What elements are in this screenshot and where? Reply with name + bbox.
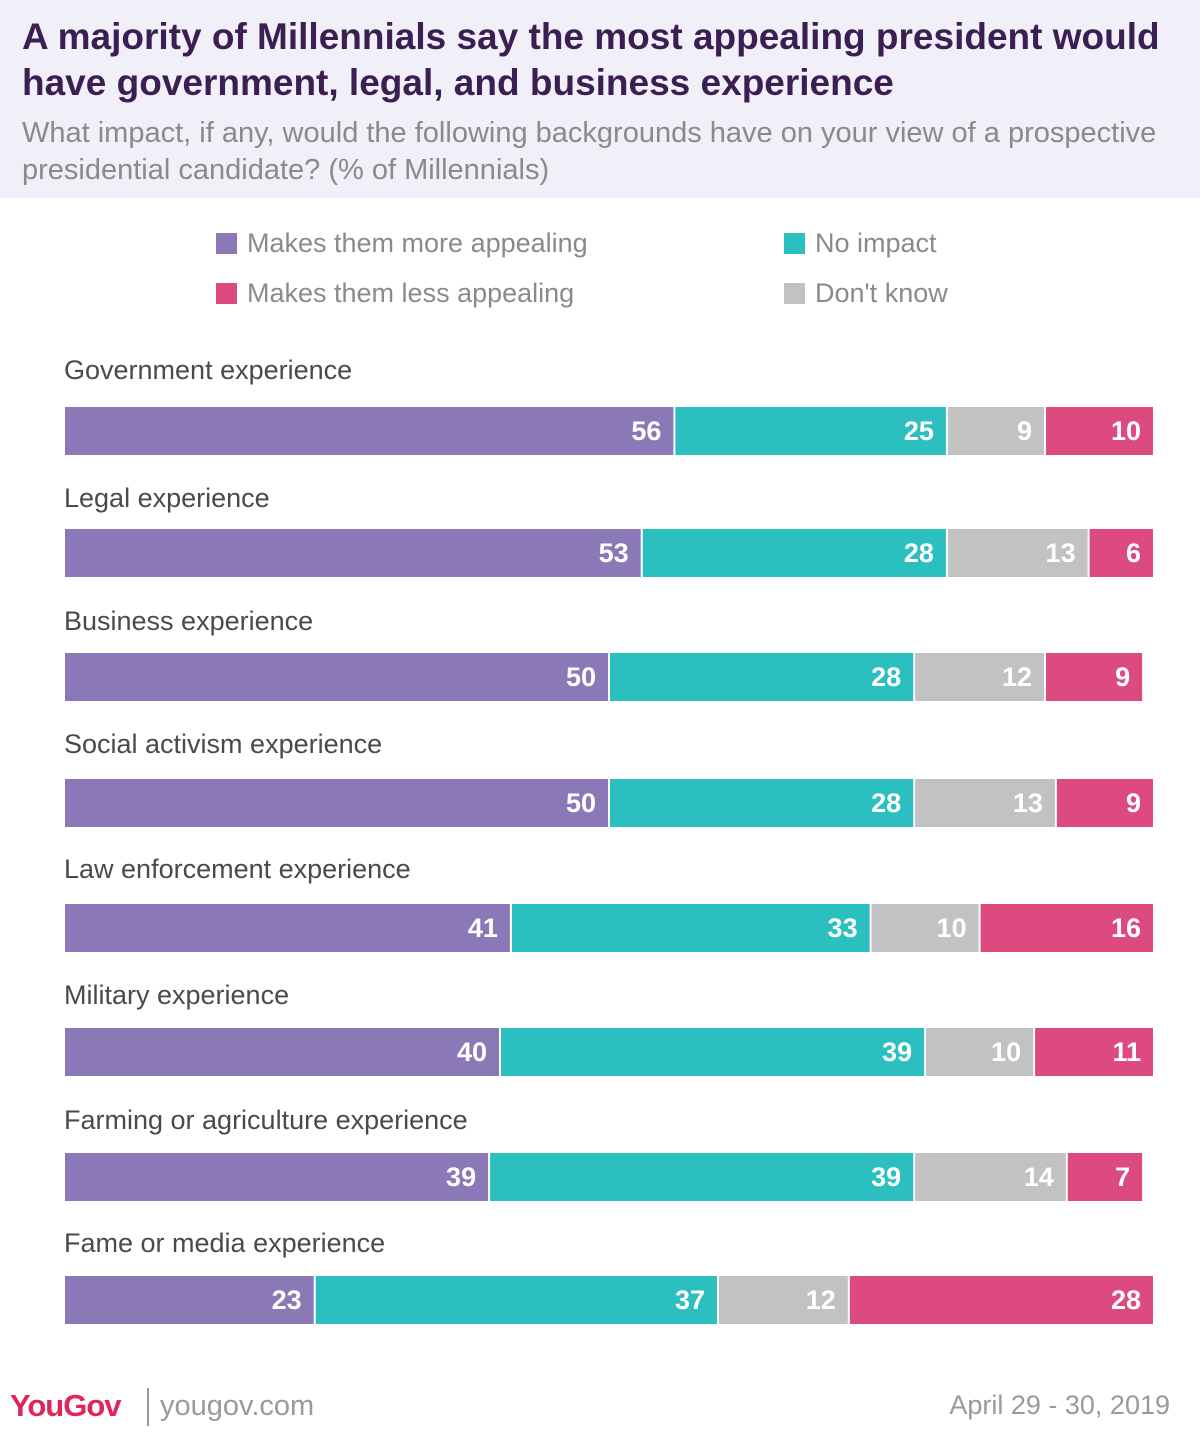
legend-label-less-appealing: Makes them less appealing: [247, 277, 575, 308]
legend-swatch-dont-know: [784, 282, 805, 304]
value-label-more-appealing-row-8: 23: [272, 1285, 302, 1315]
value-label-less-appealing-row-6: 11: [1112, 1037, 1141, 1067]
value-label-dont-know-row-2: 13: [1046, 538, 1076, 568]
chart-title: A majority of Millennials say the most a…: [22, 16, 1160, 103]
bar-less-appealing-row-1: [1046, 407, 1153, 455]
value-label-dont-know-row-1: 9: [1017, 416, 1032, 446]
bar-less-appealing-row-4: [1056, 779, 1153, 827]
legend-label-no-impact: No impact: [815, 227, 937, 258]
row-label-social-activism: Social activism experience: [64, 729, 383, 759]
legend-swatch-less-appealing: [216, 282, 237, 304]
value-label-dont-know-row-6: 10: [991, 1037, 1021, 1067]
value-label-no-impact-row-6: 39: [882, 1037, 912, 1067]
value-label-more-appealing-row-4: 50: [566, 788, 596, 818]
bar-no-impact-row-8: [315, 1276, 717, 1324]
bar-more-appealing-row-5: [65, 904, 510, 952]
value-label-dont-know-row-3: 12: [1002, 662, 1032, 692]
value-label-more-appealing-row-6: 40: [457, 1037, 487, 1067]
bar-more-appealing-row-7: [65, 1153, 489, 1201]
row-label-farming: Farming or agriculture experience: [64, 1105, 468, 1135]
value-label-no-impact-row-7: 39: [871, 1162, 901, 1192]
value-label-no-impact-row-8: 37: [675, 1285, 705, 1315]
bar-no-impact-row-3: [610, 653, 914, 701]
bar-no-impact-row-1: [675, 407, 946, 455]
footer-divider: [147, 1388, 149, 1426]
value-label-more-appealing-row-5: 41: [468, 913, 498, 943]
legend-label-more-appealing: Makes them more appealing: [247, 227, 588, 258]
legend-swatch-no-impact: [784, 232, 805, 254]
value-label-less-appealing-row-4: 9: [1126, 788, 1141, 818]
value-label-less-appealing-row-1: 10: [1111, 416, 1141, 446]
bar-dont-know-row-1: [947, 407, 1044, 455]
legend-item-more-appealing: Makes them more appealing: [216, 227, 588, 259]
legend-item-no-impact: No impact: [784, 227, 937, 259]
value-label-no-impact-row-4: 28: [871, 788, 901, 818]
footer-date: April 29 - 30, 2019: [949, 1390, 1170, 1420]
bar-less-appealing-row-2: [1089, 529, 1153, 577]
value-label-more-appealing-row-2: 53: [599, 538, 629, 568]
legend-label-dont-know: Don't know: [815, 277, 948, 308]
value-label-more-appealing-row-7: 39: [446, 1162, 476, 1192]
value-label-no-impact-row-3: 28: [871, 662, 901, 692]
bar-less-appealing-row-8: [849, 1276, 1153, 1324]
bar-dont-know-row-3: [915, 653, 1044, 701]
bar-no-impact-row-7: [490, 1153, 914, 1201]
value-label-no-impact-row-5: 33: [828, 913, 858, 943]
value-label-less-appealing-row-3: 9: [1115, 662, 1130, 692]
chart-subtitle: What impact, if any, would the following…: [22, 117, 1157, 186]
bar-more-appealing-row-6: [65, 1028, 499, 1076]
row-label-military: Military experience: [64, 980, 290, 1010]
bar-dont-know-row-5: [871, 904, 979, 952]
value-label-no-impact-row-2: 28: [904, 538, 934, 568]
bar-less-appealing-row-3: [1046, 653, 1143, 701]
bar-less-appealing-row-6: [1035, 1028, 1153, 1076]
value-label-more-appealing-row-1: 56: [631, 416, 661, 446]
value-label-dont-know-row-8: 12: [806, 1285, 836, 1315]
bar-dont-know-row-4: [915, 779, 1055, 827]
legend-item-dont-know: Don't know: [784, 277, 948, 309]
bar-no-impact-row-6: [501, 1028, 925, 1076]
row-label-legal: Legal experience: [64, 483, 270, 513]
value-label-less-appealing-row-5: 16: [1111, 913, 1141, 943]
bar-less-appealing-row-5: [980, 904, 1153, 952]
value-label-less-appealing-row-7: 7: [1115, 1162, 1130, 1192]
value-label-no-impact-row-1: 25: [904, 416, 934, 446]
value-label-less-appealing-row-8: 28: [1111, 1285, 1141, 1315]
bar-no-impact-row-4: [610, 779, 914, 827]
bar-more-appealing-row-4: [65, 779, 608, 827]
header-band: [0, 0, 1200, 198]
value-label-dont-know-row-7: 14: [1024, 1162, 1054, 1192]
value-label-dont-know-row-4: 13: [1013, 788, 1043, 818]
row-label-fame-media: Fame or media experience: [64, 1228, 386, 1258]
bar-dont-know-row-7: [915, 1153, 1066, 1201]
bar-more-appealing-row-2: [65, 529, 641, 577]
bar-no-impact-row-2: [642, 529, 946, 577]
bar-more-appealing-row-1: [65, 407, 674, 455]
legend-item-less-appealing: Makes them less appealing: [216, 277, 574, 309]
value-label-dont-know-row-5: 10: [937, 913, 967, 943]
row-label-government: Government experience: [64, 355, 353, 385]
yougov-logo: YouGov: [10, 1388, 122, 1423]
bar-dont-know-row-6: [926, 1028, 1034, 1076]
bar-dont-know-row-2: [947, 529, 1088, 577]
bar-less-appealing-row-7: [1067, 1153, 1143, 1201]
bar-more-appealing-row-3: [65, 653, 608, 701]
bar-no-impact-row-5: [511, 904, 870, 952]
footer-url[interactable]: yougov.com: [160, 1390, 315, 1422]
bar-more-appealing-row-8: [65, 1276, 314, 1324]
legend-swatch-more-appealing: [216, 232, 237, 254]
row-label-law-enforcement: Law enforcement experience: [64, 854, 411, 884]
value-label-less-appealing-row-2: 6: [1126, 538, 1141, 568]
row-label-business: Business experience: [64, 606, 314, 636]
bar-dont-know-row-8: [719, 1276, 848, 1324]
value-label-more-appealing-row-3: 50: [566, 662, 596, 692]
